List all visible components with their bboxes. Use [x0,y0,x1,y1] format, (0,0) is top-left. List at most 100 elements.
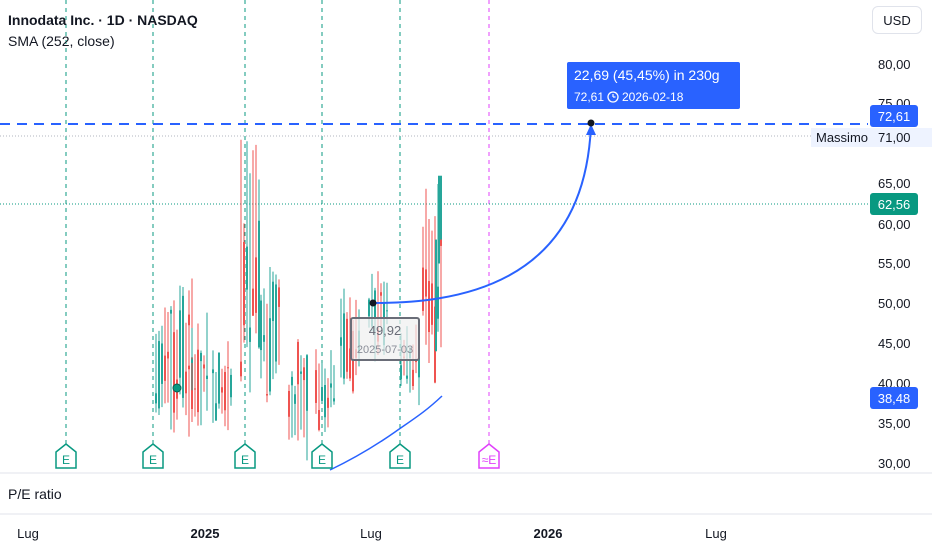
candle-body [252,288,254,316]
projection-label-box[interactable] [567,62,740,109]
x-axis[interactable]: Lug 2025 Lug 2026 Lug [17,526,727,541]
candle-body [243,242,245,326]
candle-body [197,349,199,413]
candle-body [386,310,388,312]
price-tag-last-text: 62,56 [878,197,911,212]
candle-body [188,314,190,326]
max-level-label: Massimo 71,00 [811,128,932,147]
candle-body [288,390,290,417]
candle-body [428,281,430,333]
candle-body [170,309,172,314]
candle-body [240,361,242,377]
candle-body [406,375,408,379]
earnings-marker[interactable]: E [55,443,77,469]
sma-line [329,395,443,471]
max-level-value: 71,00 [878,130,911,145]
future-earnings-marker[interactable]: ≈E [478,443,500,469]
candle-body [291,376,293,386]
candle-body [346,318,348,372]
candles-group [155,139,442,461]
y-tick-label: 80,00 [878,57,911,72]
candle-body [221,387,223,393]
earnings-marker[interactable]: E [311,443,333,469]
earnings-marker[interactable]: E [389,443,411,469]
candle-body [266,394,268,396]
projection-label[interactable]: 22,69 (45,45%) in 230g 72,61 2026-02-18 [567,62,740,109]
x-tick-label: Lug [360,526,382,541]
earnings-marker-label: E [62,453,70,467]
y-axis[interactable]: 80,00 75,00 65,00 60,00 55,00 50,00 45,0… [878,57,911,471]
candle-body [435,239,437,352]
projection-label-date: 2026-02-18 [622,90,684,104]
candle-body [343,313,345,379]
candle-body [324,385,326,418]
candle-body [173,334,175,375]
candle-body [422,267,424,311]
projection-label-line1: 22,69 (45,45%) in 230g [574,67,720,83]
candle-body [438,175,440,264]
future-earnings-marker-label: ≈E [482,453,497,467]
projection-arrow-head [586,124,596,135]
anchor-label-date: 2025-07-03 [357,344,413,356]
candle-body [349,348,351,379]
y-tick-label: 45,00 [878,336,911,351]
target-point [587,119,595,127]
price-tag-target: 72,61 [870,105,918,127]
candle-body [306,355,308,411]
chart-header: Innodata Inc. · 1D · NASDAQ SMA (252, cl… [8,10,198,52]
anchor-point [369,299,377,307]
currency-button[interactable]: USD [872,6,922,34]
x-tick-label: 2026 [534,526,563,541]
candle-body [227,367,229,369]
price-tag-last: 62,56 [870,193,918,215]
candle-body [440,175,442,240]
candle-body [327,397,329,408]
earnings-lines [65,0,401,450]
candle-body [212,369,214,374]
y-tick-label: 50,00 [878,296,911,311]
candle-body [158,341,160,409]
dividend-marker [172,383,182,393]
candle-body [294,394,296,404]
x-tick-label: Lug [17,526,39,541]
earnings-marker[interactable]: E [234,443,256,469]
candle-body [224,371,226,411]
candle-body [297,341,299,385]
y-tick-label: 35,00 [878,416,911,431]
earnings-marker-label: E [149,453,157,467]
projection-curve [372,123,592,304]
symbol-title[interactable]: Innodata Inc. · 1D · NASDAQ [8,12,198,28]
candle-body [218,352,220,404]
candle-body [315,370,317,403]
pe-ratio-pane-label[interactable]: P/E ratio [8,486,62,502]
candle-body [167,351,169,359]
candle-body [437,286,439,319]
candle-body [258,220,260,348]
candle-body [246,246,248,290]
x-tick-label: 2025 [191,526,220,541]
price-tag-target-text: 72,61 [878,109,911,124]
candle-body [300,371,302,374]
candle-body [194,388,196,390]
candle-body [260,300,262,351]
candle-body [352,330,354,392]
y-tick-label: 55,00 [878,256,911,271]
earnings-marker[interactable]: E [142,443,164,469]
candle-body [164,355,166,381]
candle-body [200,352,202,362]
candle-body [333,398,335,402]
candle-body [206,375,208,379]
candle-body [182,295,184,398]
candle-body [179,310,181,378]
price-tag-sma: 38,48 [870,387,918,409]
earnings-marker-label: E [396,453,404,467]
candle-body [230,374,232,398]
anchor-label-value: 49,92 [369,323,402,338]
earnings-marker-label: E [241,453,249,467]
earnings-markers[interactable]: E E E E E ≈E [55,443,500,469]
candle-body [249,327,251,342]
sma-indicator-label[interactable]: SMA (252, close) [8,33,115,49]
y-tick-label: 30,00 [878,456,911,471]
candle-body [255,257,257,313]
